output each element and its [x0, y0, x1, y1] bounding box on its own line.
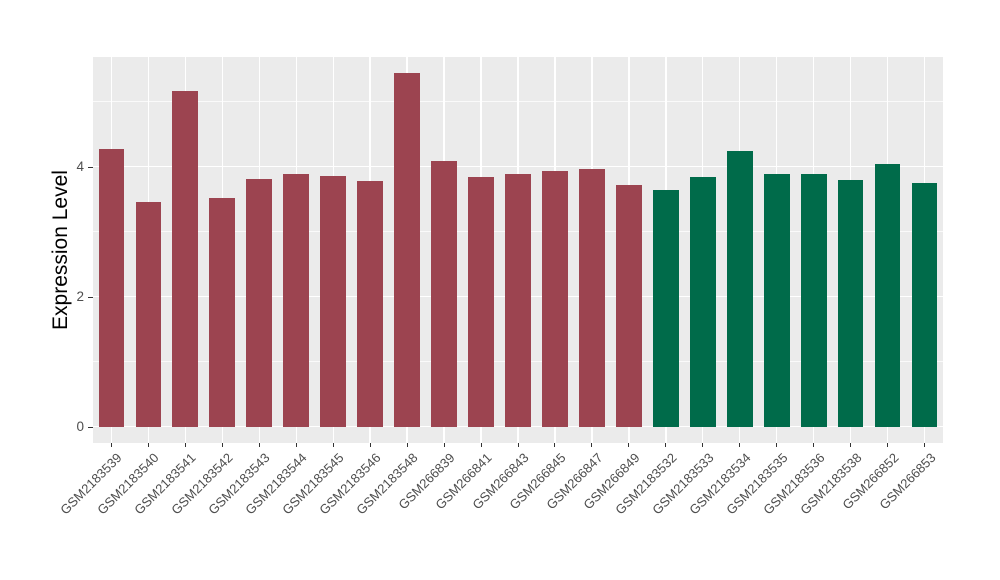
bar-slot [204, 57, 241, 427]
bar-slot [241, 57, 278, 427]
plot-panel [93, 57, 943, 443]
x-axis-tick [665, 443, 667, 447]
bar-GSM2183538 [837, 180, 864, 427]
bar-slot [906, 57, 943, 427]
bar-slot [499, 57, 536, 427]
x-axis-tick [258, 443, 260, 447]
bar-GSM2183534 [726, 151, 753, 427]
x-axis-tick [850, 443, 852, 447]
bar-GSM266853 [911, 183, 938, 427]
bar-slot [573, 57, 610, 427]
x-axis-tick [295, 443, 297, 447]
x-axis-tick [110, 443, 112, 447]
bars-container [93, 57, 943, 427]
x-axis-tick [147, 443, 149, 447]
major-gridline [93, 165, 943, 167]
bar-GSM2183543 [246, 179, 273, 427]
bar-slot [315, 57, 352, 427]
x-axis-tick [739, 443, 741, 447]
x-axis-tick [924, 443, 926, 447]
x-axis-tick [702, 443, 704, 447]
y-axis-label: 2 [76, 289, 84, 304]
bar-slot [869, 57, 906, 427]
bar-slot [721, 57, 758, 427]
bar-GSM266839 [431, 160, 457, 427]
bar-slot [758, 57, 795, 427]
x-axis-tick [184, 443, 186, 447]
bar-GSM266841 [468, 177, 494, 427]
x-axis-tick [406, 443, 408, 447]
bar-GSM266849 [615, 185, 642, 427]
bar-slot [684, 57, 721, 427]
x-axis-tick [628, 443, 630, 447]
bar-GSM2183545 [320, 176, 347, 427]
minor-gridline [93, 101, 943, 102]
bar-GSM2183539 [98, 149, 125, 427]
bar-slot [352, 57, 389, 427]
bar-GSM2183544 [283, 173, 310, 427]
y-axis-tick [88, 427, 93, 428]
bar-slot [278, 57, 315, 427]
bar-slot [130, 57, 167, 427]
bar-GSM266852 [874, 163, 901, 427]
x-axis-tick [591, 443, 593, 447]
bar-GSM2183542 [209, 198, 236, 427]
bar-slot [536, 57, 573, 427]
bar-GSM266843 [505, 173, 531, 427]
bar-slot [463, 57, 500, 427]
y-axis-tick [88, 297, 93, 298]
y-axis-title: Expression Level [49, 170, 72, 330]
x-axis-tick [554, 443, 556, 447]
x-axis-tick [776, 443, 778, 447]
x-axis-tick [443, 443, 445, 447]
bar-GSM2183536 [800, 173, 827, 427]
bar-GSM2183541 [172, 90, 199, 427]
bar-slot [167, 57, 204, 427]
bar-GSM2183546 [357, 181, 384, 427]
bar-slot [647, 57, 684, 427]
bar-GSM2183532 [652, 189, 679, 427]
y-axis-tick [88, 167, 93, 168]
x-axis-tick [480, 443, 482, 447]
x-axis-tick [221, 443, 223, 447]
bar-slot [795, 57, 832, 427]
bar-GSM266845 [541, 170, 568, 427]
bar-GSM2183533 [689, 177, 716, 427]
bar-slot [426, 57, 463, 427]
bar-GSM266847 [578, 168, 605, 427]
x-axis-tick [332, 443, 334, 447]
bar-slot [93, 57, 130, 427]
x-axis-tick [813, 443, 815, 447]
y-axis-label: 0 [76, 419, 84, 434]
bar-GSM2183535 [763, 173, 790, 427]
x-axis-tick [887, 443, 889, 447]
bar-slot [610, 57, 647, 427]
bar-GSM2183540 [135, 202, 162, 427]
x-axis-tick [517, 443, 519, 447]
bar-slot [389, 57, 426, 427]
bar-slot [832, 57, 869, 427]
x-axis-tick [369, 443, 371, 447]
y-axis-label: 4 [76, 159, 84, 174]
bar-GSM2183548 [394, 72, 421, 427]
